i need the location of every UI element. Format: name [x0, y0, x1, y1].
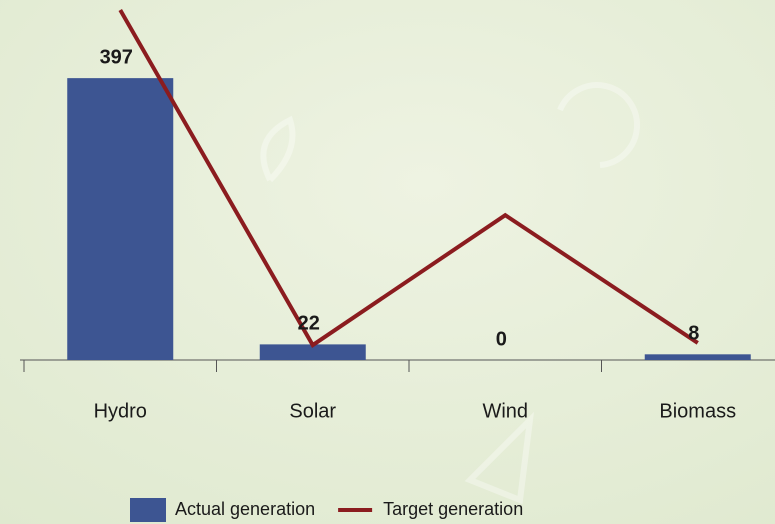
data-label: 8: [688, 323, 699, 345]
x-tick-label: Hydro: [94, 400, 147, 422]
data-label: 397: [100, 46, 133, 68]
x-tick-label: Biomass: [659, 400, 736, 422]
bar: [67, 78, 173, 360]
x-tick-label: Wind: [482, 400, 528, 422]
legend-swatch: [130, 498, 166, 522]
bar: [645, 354, 751, 360]
legend-label: Actual generation: [175, 499, 315, 519]
legend-label: Target generation: [383, 499, 523, 519]
data-label: 22: [298, 313, 320, 335]
page: {"chart_data": { "type": "bar", "categor…: [0, 0, 775, 524]
chart: Hydro Solar Wind Biomass 397 22 0 8 Actual gene…: [0, 0, 775, 524]
x-tick-label: Solar: [289, 400, 336, 422]
data-label: 0: [496, 328, 507, 350]
